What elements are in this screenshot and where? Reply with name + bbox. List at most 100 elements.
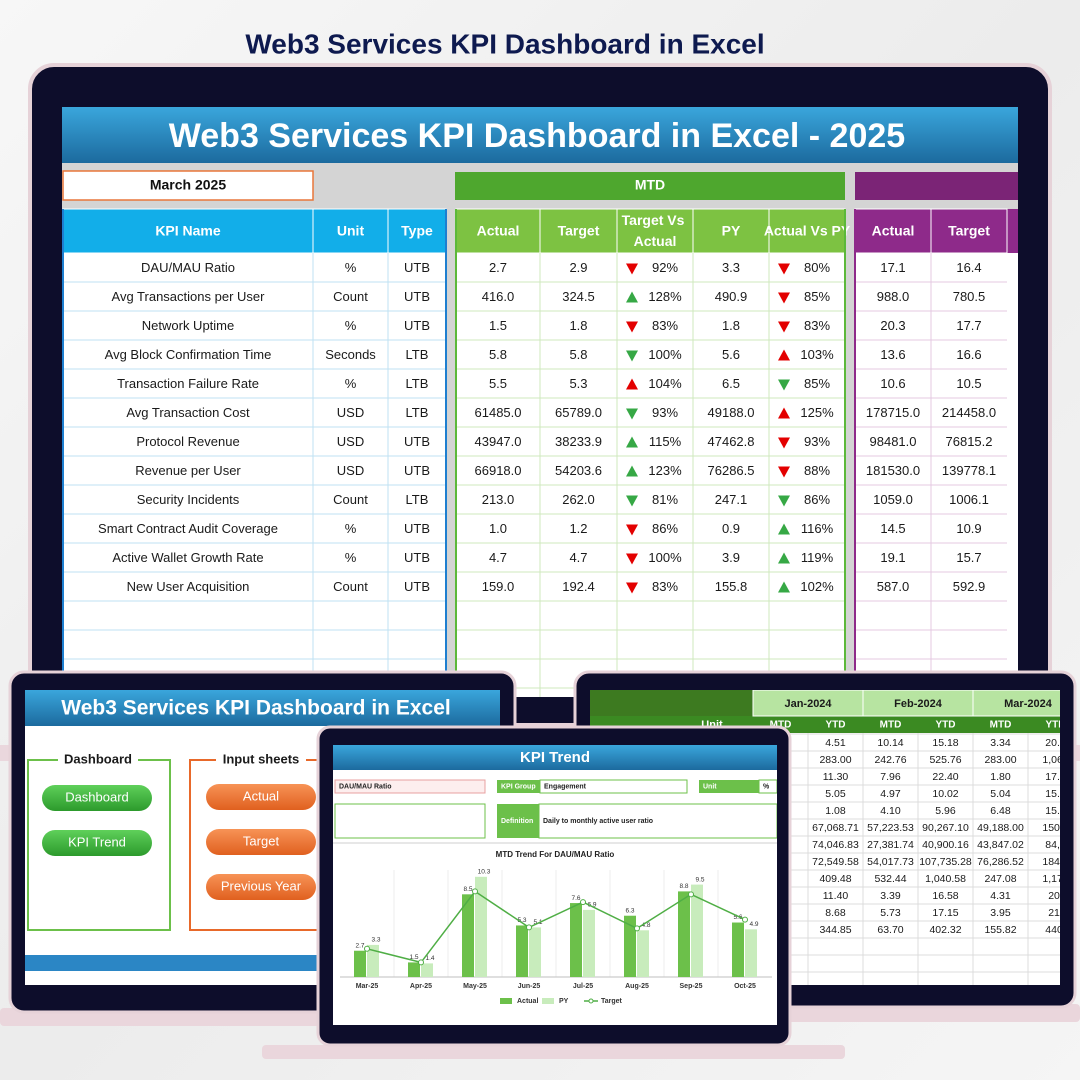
- cell-value: 5.8: [489, 347, 507, 362]
- field-box: [334, 779, 486, 794]
- trend-marker: [688, 891, 694, 898]
- status-arrow: [626, 495, 638, 507]
- trend-marker: [526, 924, 532, 931]
- cell-value: 17.2: [1045, 771, 1066, 783]
- cell-value: UTB: [404, 463, 430, 478]
- cell-value: 128%: [648, 289, 682, 304]
- cell-value: 85%: [804, 376, 830, 391]
- cell-value: 6.48: [990, 805, 1011, 817]
- cell-value: 72,549.58: [812, 856, 859, 868]
- status-arrow: [778, 523, 790, 535]
- title-banner: [62, 107, 1018, 163]
- head-dark: [590, 690, 753, 716]
- cell-value: 1.2: [569, 521, 587, 536]
- legend-swatch: [542, 998, 554, 1004]
- nav-button-label[interactable]: KPI Trend: [68, 834, 126, 849]
- nav-button-label[interactable]: Dashboard: [65, 789, 129, 804]
- header-label: Actual: [872, 223, 915, 239]
- legend-label: PY: [559, 998, 569, 1005]
- x-tick-label: Sep-25: [680, 983, 703, 990]
- cell-value: 3.39: [880, 890, 901, 902]
- cell-value: 74,046.83: [812, 839, 859, 851]
- header-label: KPI Name: [155, 223, 221, 239]
- status-arrow: [626, 378, 638, 390]
- kpi-name: DAU/MAU Ratio: [141, 260, 235, 275]
- x-tick-label: Apr-25: [410, 983, 432, 990]
- bar: [583, 909, 595, 977]
- header-cell: [455, 208, 541, 254]
- cell-value: 16.58: [932, 890, 958, 902]
- cell-value: 98481.0: [870, 434, 917, 449]
- nav-button-label[interactable]: Previous Year: [221, 878, 302, 893]
- bar: [462, 894, 474, 977]
- cell-value: 247.1: [715, 492, 748, 507]
- cell-value: 116%: [801, 521, 834, 536]
- label-bg: [58, 752, 138, 768]
- cell-value: LTB: [406, 405, 429, 420]
- nav-button-label[interactable]: Target: [243, 833, 280, 848]
- cell-value: 1.08: [825, 805, 846, 817]
- cell-value: 102%: [800, 579, 834, 594]
- cell-value: 21.: [1048, 907, 1063, 919]
- cell-value: 159.0: [482, 579, 515, 594]
- ytd-bar: [855, 172, 1018, 200]
- cell-value: 15.7: [956, 550, 981, 565]
- subheader-label: YTD: [826, 720, 846, 731]
- nav-button[interactable]: [42, 830, 152, 856]
- nav-button[interactable]: [42, 785, 152, 811]
- cell-value: 247.08: [984, 873, 1016, 885]
- cell-value: 440.: [1045, 924, 1065, 936]
- header-cell: [854, 208, 932, 254]
- cell-value: Count: [333, 492, 368, 507]
- cell-value: Count: [333, 289, 368, 304]
- field-box: [538, 803, 777, 839]
- cell-value: 27,381.74: [867, 839, 914, 851]
- status-arrow: [778, 292, 790, 304]
- nav-button[interactable]: [206, 874, 316, 900]
- status-arrow: [626, 436, 638, 448]
- header-label: Unit: [337, 223, 365, 239]
- cell-value: 1.5: [489, 318, 507, 333]
- status-arrow: [778, 552, 790, 564]
- cell-value: 49188.0: [708, 405, 755, 420]
- cell-value: 150,1: [1042, 822, 1068, 834]
- cell-value: 1.80: [990, 771, 1011, 783]
- value-label: 5.3: [517, 917, 526, 924]
- header-label: Target: [558, 223, 600, 239]
- nav-button-label[interactable]: Actual: [243, 788, 279, 803]
- nav-button[interactable]: [206, 784, 316, 810]
- cell-value: 6.5: [722, 376, 740, 391]
- cell-value: 100%: [648, 550, 682, 565]
- month-header: [752, 690, 864, 717]
- month-label: Mar-2024: [1004, 698, 1053, 710]
- cell-value: 67,068.71: [812, 822, 859, 834]
- nav-button[interactable]: [206, 829, 316, 855]
- cell-value: 61485.0: [475, 405, 522, 420]
- cell-value: 100%: [648, 347, 682, 362]
- cell-value: 402.32: [929, 924, 961, 936]
- cell-value: 14.5: [880, 521, 905, 536]
- cell-value: 63.70: [877, 924, 903, 936]
- cell-value: 54,017.73: [867, 856, 914, 868]
- cell-value: 15.0: [1045, 788, 1066, 800]
- cell-value: 38233.9: [555, 434, 602, 449]
- cell-value: %: [345, 376, 357, 391]
- status-arrow: [778, 321, 790, 333]
- value-label: 4.9: [749, 921, 758, 928]
- status-arrow: [778, 379, 790, 391]
- cell-value: UTB: [404, 521, 430, 536]
- cell-value: 107,735.28: [919, 856, 972, 868]
- status-arrow: [626, 553, 638, 565]
- cell-value: 988.0: [877, 289, 910, 304]
- bar: [475, 876, 487, 977]
- cell-value: 80%: [804, 260, 830, 275]
- cell-value: USD: [337, 405, 364, 420]
- cell-value: 76,286.52: [977, 856, 1024, 868]
- table-body: [63, 253, 446, 697]
- kpi-name: Avg Transactions per User: [112, 289, 266, 304]
- cell-value: 16.6: [956, 347, 981, 362]
- subheader-label: MTD: [880, 720, 902, 731]
- cell-value: 5.73: [880, 907, 901, 919]
- mtd-bar: [455, 172, 845, 200]
- status-arrow: [626, 408, 638, 420]
